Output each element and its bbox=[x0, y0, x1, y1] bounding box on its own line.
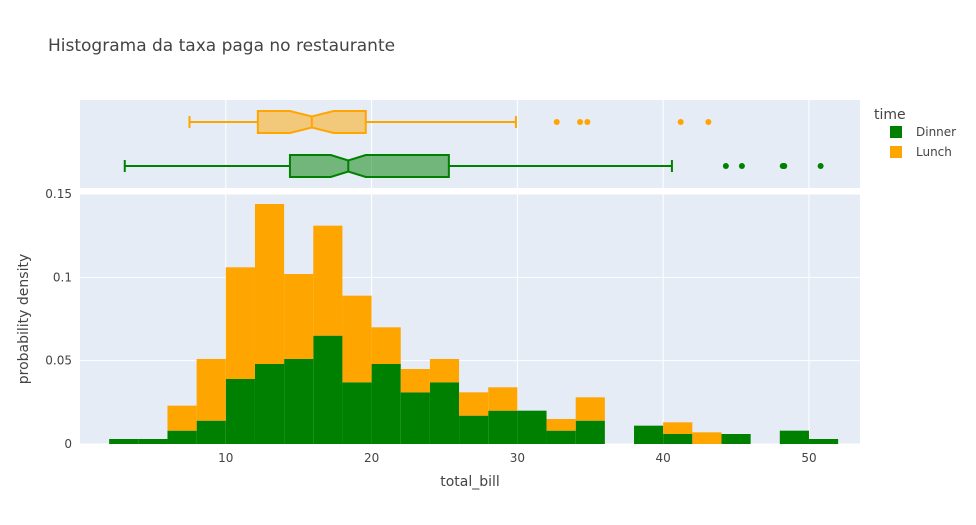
y-tick-label: 0.1 bbox=[53, 270, 72, 284]
y-tick-label: 0.15 bbox=[45, 187, 72, 201]
y-tick-label: 0.05 bbox=[45, 354, 72, 368]
histogram-bar-dinner bbox=[488, 410, 518, 444]
box-outlier-point bbox=[817, 163, 824, 169]
legend-swatch bbox=[890, 126, 902, 138]
histogram-bar-lunch bbox=[284, 274, 314, 359]
box-outlier-point bbox=[553, 119, 560, 125]
box-outlier-point bbox=[781, 163, 788, 169]
legend-swatch bbox=[890, 146, 902, 158]
legend-title: time bbox=[874, 107, 906, 123]
histogram-bar-dinner bbox=[284, 359, 314, 444]
y-axis-label: probability density bbox=[16, 254, 32, 384]
histogram-bars bbox=[109, 204, 839, 444]
histogram-panel: 0 0.05 0.1 0.15 10 20 30 40 50 bbox=[45, 187, 860, 465]
box-outlier-point bbox=[677, 119, 684, 125]
legend-item-dinner: Dinner bbox=[890, 125, 956, 139]
histogram-bar-dinner bbox=[400, 392, 430, 444]
histogram-bar-dinner bbox=[167, 430, 197, 444]
histogram-bar-dinner bbox=[109, 439, 139, 444]
x-tick-label: 10 bbox=[218, 451, 233, 465]
histogram-bar-lunch bbox=[429, 359, 460, 383]
legend: time Dinner Lunch bbox=[874, 107, 956, 159]
boxplot-group bbox=[123, 110, 824, 178]
histogram-bar-lunch bbox=[225, 267, 255, 379]
x-tick-label: 50 bbox=[801, 451, 816, 465]
histogram-bar-lunch bbox=[342, 295, 372, 383]
y-tick-label: 0 bbox=[64, 437, 72, 451]
x-tick-label: 40 bbox=[656, 451, 671, 465]
histogram-bar-dinner bbox=[575, 420, 605, 444]
boxplot-lunch bbox=[188, 110, 712, 134]
histogram-bar-dinner bbox=[342, 382, 372, 444]
legend-label: Dinner bbox=[916, 125, 956, 139]
histogram-bar-lunch bbox=[167, 405, 197, 431]
box-outlier-point bbox=[584, 119, 591, 125]
boxplot-dinner bbox=[123, 154, 824, 178]
histogram-bar-lunch bbox=[692, 432, 722, 444]
histogram-bar-dinner bbox=[459, 415, 489, 444]
histogram-bar-dinner bbox=[138, 439, 168, 444]
histogram-bar-lunch bbox=[371, 327, 401, 364]
x-tick-label: 20 bbox=[364, 451, 379, 465]
histogram-bar-dinner bbox=[634, 425, 664, 444]
histogram-bar-lunch bbox=[313, 225, 343, 336]
histogram-bar-lunch bbox=[400, 369, 430, 393]
marginal-boxplot-panel bbox=[80, 100, 860, 188]
histogram-bar-dinner bbox=[429, 382, 460, 444]
histogram-bar-dinner bbox=[546, 430, 576, 444]
histogram-bar-lunch bbox=[663, 422, 693, 434]
y-axis-ticks: 0 0.05 0.1 0.15 bbox=[45, 187, 72, 451]
box-outlier-point bbox=[577, 119, 584, 125]
marginal-plot-background bbox=[80, 100, 860, 188]
box-outlier-point bbox=[722, 163, 729, 169]
x-tick-label: 30 bbox=[510, 451, 525, 465]
histogram-bar-dinner bbox=[808, 439, 839, 444]
histogram-bar-dinner bbox=[663, 434, 693, 444]
chart-title: Histograma da taxa paga no restaurante bbox=[48, 36, 395, 56]
legend-label: Lunch bbox=[916, 145, 952, 159]
histogram-bar-dinner bbox=[254, 364, 285, 444]
box-body bbox=[288, 154, 450, 178]
x-axis-ticks: 10 20 30 40 50 bbox=[218, 451, 816, 465]
legend-item-lunch: Lunch bbox=[890, 145, 952, 159]
histogram-bar-dinner bbox=[517, 410, 547, 444]
histogram-bar-dinner bbox=[721, 434, 751, 444]
histogram-bar-lunch bbox=[459, 392, 489, 416]
histogram-bar-lunch bbox=[488, 387, 518, 411]
x-axis-label: total_bill bbox=[440, 474, 500, 490]
box-outlier-point bbox=[738, 163, 745, 169]
histogram-bar-dinner bbox=[313, 335, 343, 444]
histogram-bar-lunch bbox=[575, 397, 605, 421]
histogram-bar-dinner bbox=[225, 379, 255, 444]
histogram-bar-dinner bbox=[196, 420, 226, 444]
histogram-bar-dinner bbox=[371, 364, 401, 444]
histogram-bar-lunch bbox=[546, 419, 576, 431]
histogram-bar-lunch bbox=[254, 204, 285, 364]
histogram-bar-dinner bbox=[779, 430, 809, 444]
box-outlier-point bbox=[705, 119, 712, 125]
histogram-bar-lunch bbox=[196, 359, 226, 421]
